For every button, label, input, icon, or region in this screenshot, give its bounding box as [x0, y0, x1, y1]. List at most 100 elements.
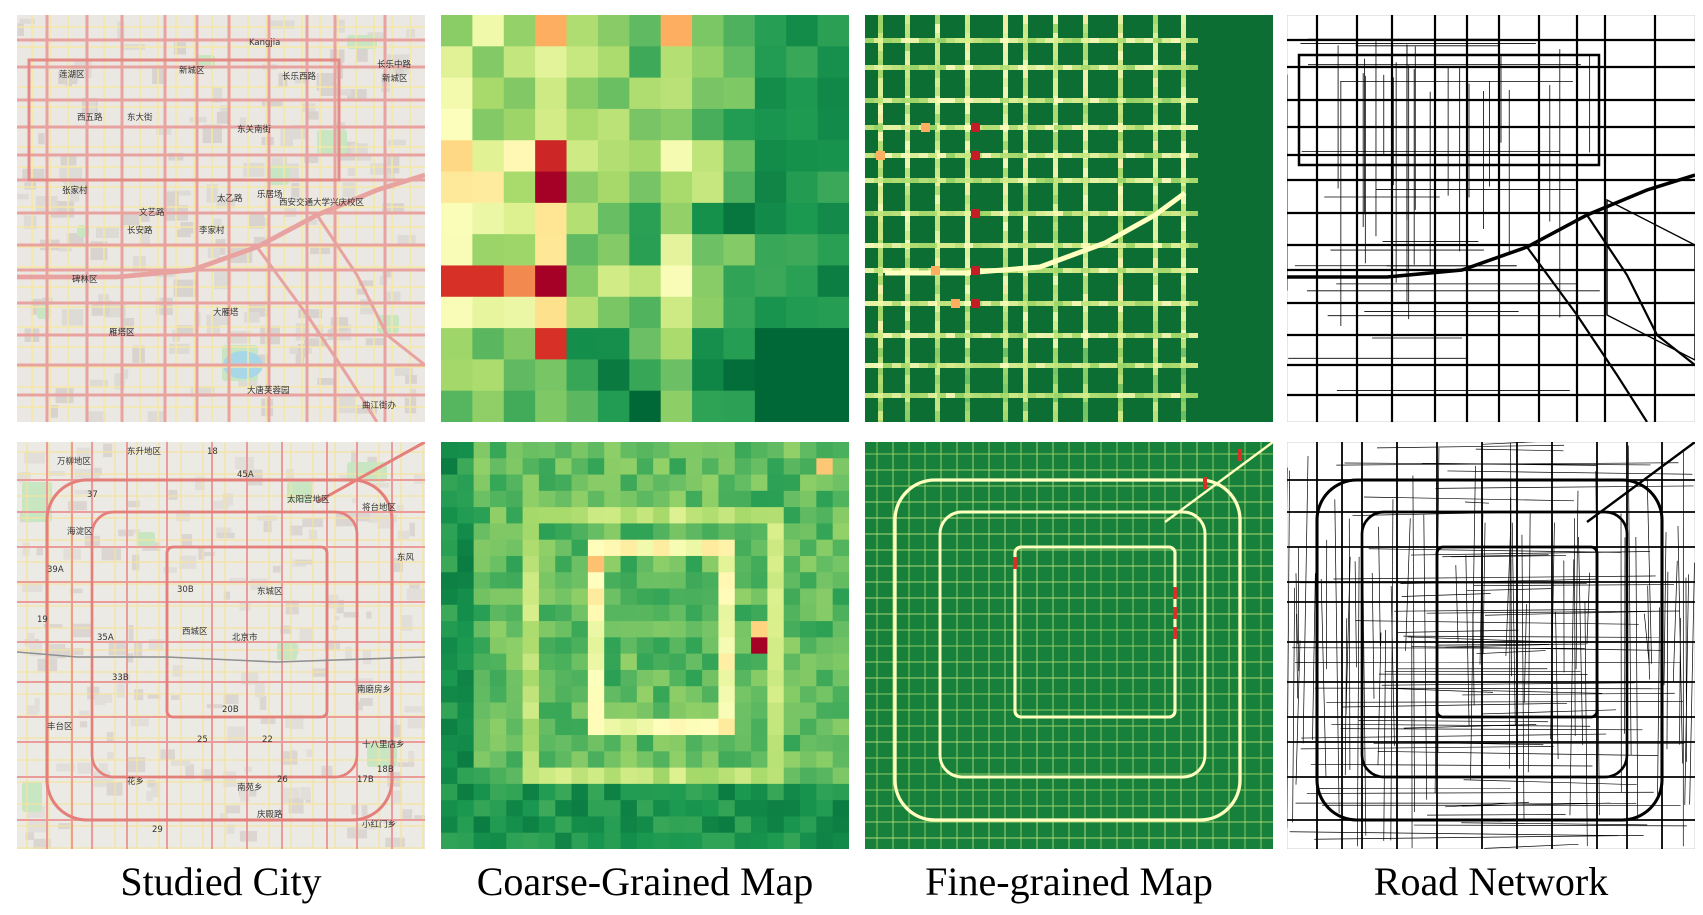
heat-cell	[702, 621, 719, 638]
heat-cell	[629, 390, 662, 422]
city-wall-road	[27, 58, 341, 182]
heat-cell	[636, 832, 654, 849]
heat-cell	[473, 702, 491, 720]
heat-cell	[723, 265, 756, 298]
heat-cell	[489, 604, 507, 622]
place-label: 18	[207, 447, 218, 457]
heat-cell	[620, 783, 638, 801]
heat-cell	[653, 832, 670, 849]
heat-cell	[587, 523, 605, 541]
heat-cell	[832, 604, 849, 622]
heat-cell	[718, 816, 736, 834]
heat-cell	[457, 539, 475, 557]
place-label: 将台地区	[362, 502, 397, 513]
heat-cell	[506, 604, 524, 622]
heat-cell	[473, 669, 491, 687]
heat-cell	[685, 507, 703, 524]
heat-cell	[571, 832, 589, 849]
heat-cell	[441, 588, 458, 606]
heat-cell	[832, 588, 849, 606]
heat-cell	[783, 539, 801, 557]
heat-cell	[538, 702, 556, 720]
heat-cell	[473, 555, 491, 573]
heat-cell	[718, 751, 736, 769]
heat-cell	[441, 46, 473, 79]
place-label: 张家村	[62, 185, 88, 196]
heat-cell	[754, 140, 787, 173]
heat-cell	[783, 816, 801, 834]
heat-cell	[767, 816, 785, 834]
coarse-heatmap-top-svg	[441, 15, 849, 422]
heat-cell	[723, 202, 756, 235]
heat-cell	[817, 46, 849, 79]
heat-cell	[535, 296, 568, 329]
heat-cell	[571, 490, 589, 508]
heat-cell	[816, 718, 834, 736]
heat-cell	[571, 523, 589, 541]
heat-cell	[754, 328, 787, 360]
heat-cell	[754, 46, 787, 79]
heat-cell	[718, 604, 736, 622]
heat-cell	[604, 523, 622, 541]
heat-cell	[535, 234, 568, 267]
heat-cell	[566, 328, 599, 360]
heat-cell	[734, 735, 752, 752]
heat-cell	[692, 15, 725, 47]
heat-cell	[587, 507, 605, 524]
heat-cell	[503, 140, 536, 173]
heat-cell	[587, 604, 605, 622]
heat-cell	[472, 359, 505, 392]
heat-cell	[538, 523, 556, 541]
heat-cell	[538, 669, 556, 687]
place-label: 南苑乡	[237, 782, 263, 793]
heat-cell	[636, 653, 654, 671]
heat-cell	[457, 751, 475, 769]
heat-cell	[535, 77, 568, 110]
heat-cell	[538, 539, 556, 557]
heat-cell	[566, 296, 599, 329]
heat-cell	[506, 783, 524, 801]
heat-cell	[702, 767, 719, 785]
heat-cell	[587, 816, 605, 834]
heat-cell	[669, 751, 687, 769]
heat-cell	[489, 832, 507, 849]
heat-cell	[629, 140, 662, 173]
heat-cell	[587, 702, 605, 720]
heat-cell	[538, 555, 556, 573]
heat-cell	[653, 816, 670, 834]
heat-cell	[587, 686, 605, 703]
heat-cell	[571, 783, 589, 801]
heat-cell	[660, 296, 693, 329]
heat-cell	[597, 171, 630, 204]
heat-cell	[734, 637, 752, 655]
major-roads	[17, 15, 425, 422]
heat-cell	[503, 46, 536, 79]
heat-cell	[816, 621, 834, 638]
heat-cell	[800, 637, 817, 655]
hotspot	[1203, 477, 1207, 489]
heat-cell	[653, 490, 670, 508]
place-label: 东关南街	[237, 124, 272, 135]
heat-cell	[555, 523, 573, 541]
heat-cell	[734, 653, 752, 671]
heat-cell	[522, 767, 540, 785]
heat-cell	[767, 458, 785, 476]
heat-cell	[441, 442, 458, 459]
heat-cell	[604, 751, 622, 769]
heat-cell	[538, 735, 556, 752]
heat-cell	[669, 653, 687, 671]
heat-cell	[751, 588, 768, 606]
heat-cell	[473, 637, 491, 655]
heat-cell	[587, 621, 605, 638]
heat-cell	[472, 296, 505, 329]
heat-cell	[734, 669, 752, 687]
heat-cell	[800, 621, 817, 638]
heat-cell	[503, 390, 536, 422]
heat-cell	[816, 474, 834, 492]
heat-cell	[473, 718, 491, 736]
heat-cell	[441, 140, 473, 173]
heat-cell	[620, 572, 638, 590]
heat-cell	[506, 588, 524, 606]
heat-cell	[636, 800, 654, 817]
